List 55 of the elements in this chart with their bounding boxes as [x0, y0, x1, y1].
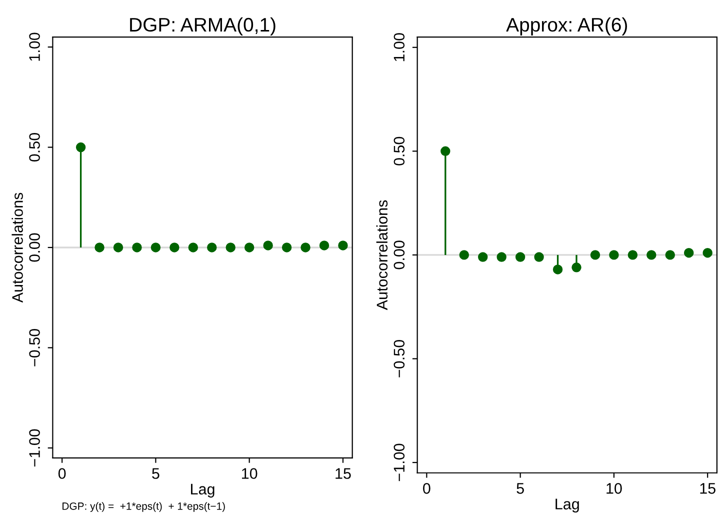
y-tick-label: −0.50: [394, 340, 405, 378]
point: [282, 242, 292, 252]
point: [590, 250, 600, 260]
point: [702, 248, 712, 258]
point: [572, 262, 582, 272]
point: [440, 146, 450, 156]
x-tick-label: 10: [242, 468, 258, 479]
text: DGP: y(t) = +1*eps(t) + 1*eps(t−1): [62, 502, 225, 512]
chart-title: DGP: ARMA(0,1): [130, 17, 276, 36]
point: [150, 242, 161, 252]
point: [338, 240, 348, 250]
point: [170, 242, 180, 252]
point: [646, 250, 656, 260]
y-tick-label: 0.50: [394, 136, 405, 166]
x-tick-label: 5: [516, 483, 524, 494]
point: [628, 250, 638, 260]
x-tick-label: 0: [423, 483, 430, 494]
x-tick-label: 15: [700, 483, 716, 494]
point: [552, 264, 563, 274]
point: [132, 242, 142, 252]
y-axis-title: Autocorrelations: [12, 192, 23, 303]
point: [263, 240, 273, 250]
x-tick-label: 10: [606, 483, 622, 494]
point: [94, 242, 104, 252]
point: [496, 252, 506, 262]
y-axis-title: Autocorrelations: [376, 200, 388, 310]
point: [684, 248, 694, 258]
y-tick-label: 0.00: [394, 240, 405, 270]
y-tick-label: 1.00: [29, 32, 40, 61]
y-tick-label: −1.00: [394, 444, 405, 482]
point: [300, 242, 310, 252]
point: [319, 240, 330, 250]
point: [244, 242, 254, 252]
point: [665, 250, 675, 260]
x-tick-label: 5: [152, 468, 160, 479]
point: [609, 250, 619, 260]
point: [113, 242, 124, 252]
point: [534, 252, 544, 262]
y-tick-label: 1.00: [394, 33, 405, 62]
point: [188, 242, 198, 252]
chart-title: Approx: AR(6): [506, 17, 627, 36]
y-tick-label: −0.50: [29, 328, 40, 366]
y-tick-label: 0.50: [29, 132, 40, 162]
x-tick-label: 15: [336, 468, 351, 479]
x-axis-title: Lag: [191, 484, 214, 498]
point: [459, 250, 469, 260]
point: [515, 252, 526, 262]
point: [207, 242, 217, 252]
point: [76, 142, 86, 152]
x-tick-label: 0: [58, 468, 66, 479]
point: [478, 252, 488, 262]
y-tick-label: −1.00: [29, 429, 40, 467]
y-tick-label: 0.00: [29, 233, 40, 262]
x-axis-title: Lag: [556, 498, 579, 512]
point: [226, 242, 236, 252]
